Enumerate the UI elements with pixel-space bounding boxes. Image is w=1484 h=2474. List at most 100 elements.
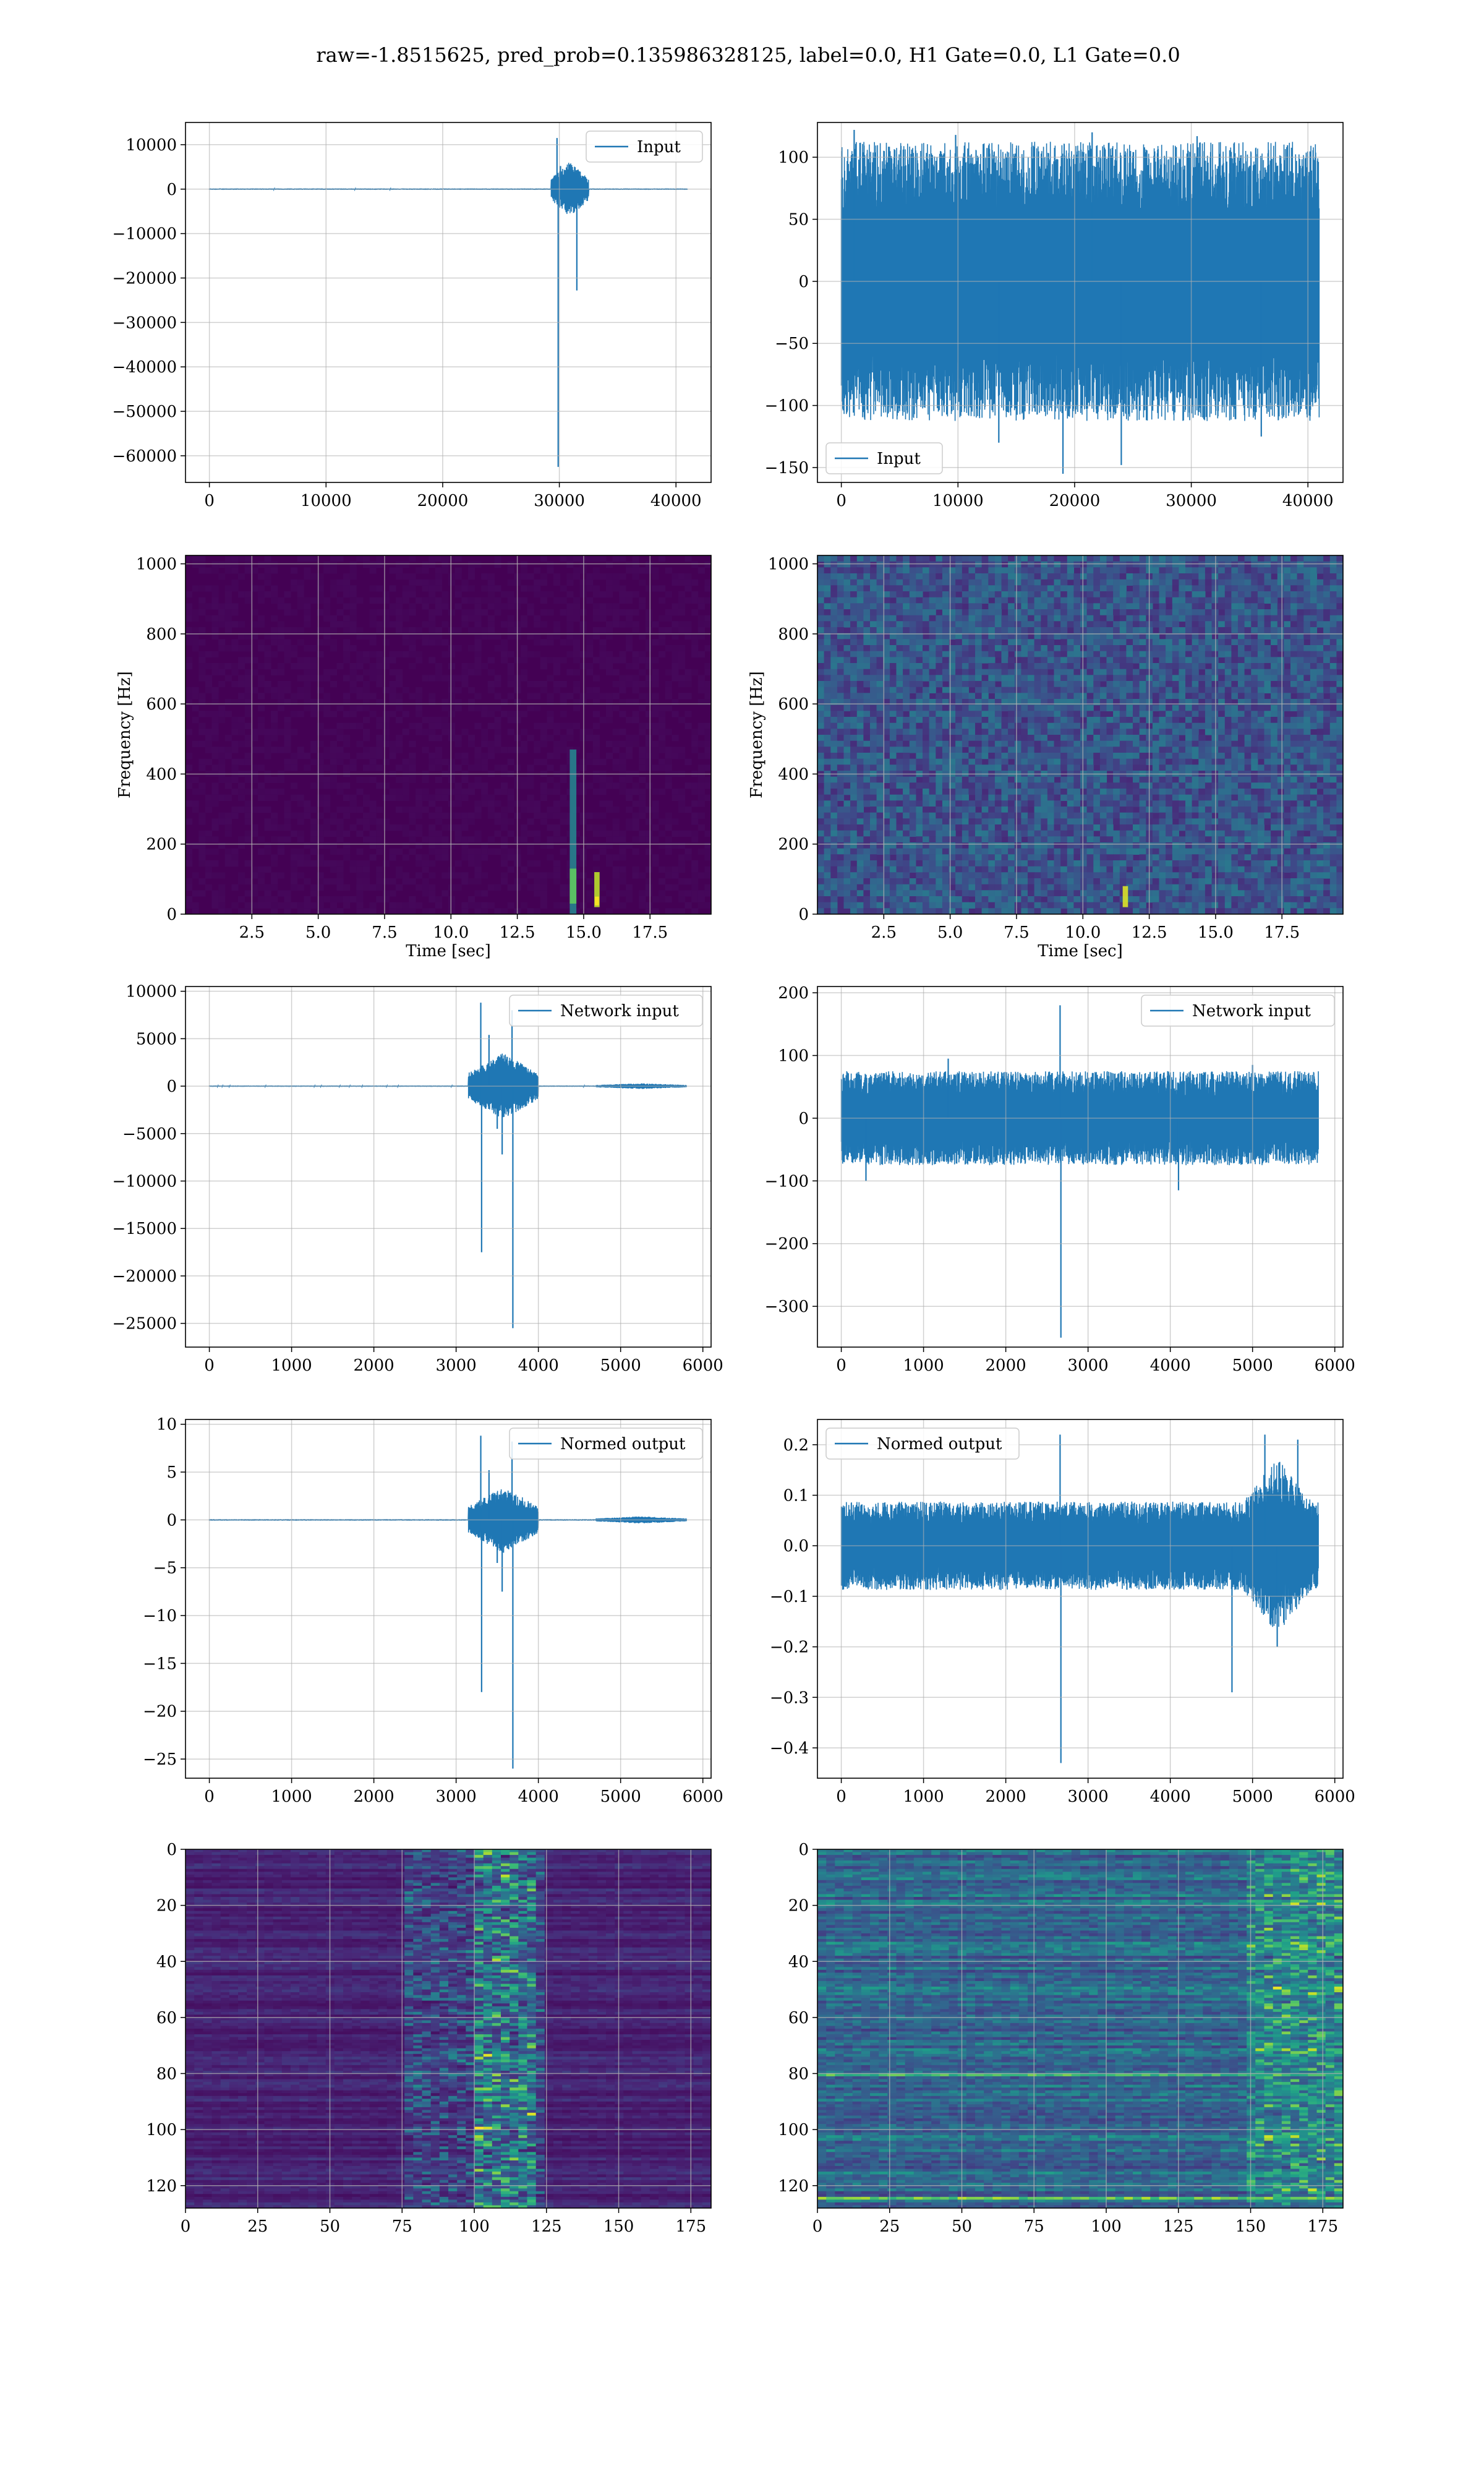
y-tick-label: 0.2	[783, 1436, 809, 1455]
y-tick-label: −0.4	[770, 1739, 809, 1758]
y-tick-label: −20	[143, 1703, 177, 1721]
x-tick-label: 1000	[903, 1356, 944, 1375]
x-tick-label: 100	[459, 2217, 490, 2236]
x-tick-label: 125	[1163, 2217, 1194, 2236]
y-tick-label: −0.2	[770, 1638, 809, 1657]
x-tick-label: 50	[952, 2217, 972, 2236]
y-tick-label: 20	[156, 1897, 177, 1915]
y-tick-label: 0	[798, 273, 809, 291]
y-tick-label: 0.0	[783, 1537, 809, 1556]
y-tick-label: −50	[775, 335, 809, 353]
legend-box	[509, 995, 703, 1027]
x-tick-label: 0	[836, 1356, 846, 1375]
y-tick-label: 100	[778, 2121, 809, 2139]
y-tick-label: 120	[778, 2177, 809, 2196]
plot-area	[186, 555, 711, 914]
y-tick-label: 0.1	[783, 1487, 809, 1505]
y-tick-label: −25000	[113, 1315, 177, 1333]
y-tick-label: −0.1	[770, 1588, 809, 1606]
plot-area	[817, 1419, 1343, 1778]
axes-frame	[185, 986, 712, 1348]
y-tick-label: 0	[798, 905, 809, 924]
spectrogram-feature	[569, 868, 577, 904]
y-tick-label: −150	[765, 459, 809, 477]
y-tick-label: 100	[778, 1047, 809, 1066]
x-tick-label: 30000	[1166, 492, 1217, 510]
spectrogram-feature	[569, 749, 577, 914]
x-tick-label: 125	[531, 2217, 562, 2236]
x-tick-label: 175	[1307, 2217, 1338, 2236]
y-tick-label: 50	[788, 211, 809, 229]
legend-label: Normed output	[877, 1435, 1002, 1453]
subplot-p31: 0 1000 2000 3000 4000 5000 6000 0.2 0.1 0.0 −0.1 −0…	[770, 1419, 1355, 1806]
subplot-p41: 0 25 50 75 100 125 150 175 0 20 40 60 80 100 120	[778, 1841, 1344, 2236]
subplot-p30: 0 1000 2000 3000 4000 5000 6000 10 5 0 −5 −10 −15 −20…	[143, 1416, 723, 1806]
axes-frame	[185, 122, 712, 483]
y-tick-label: −200	[765, 1235, 809, 1254]
y-tick-label: −10000	[113, 225, 177, 244]
x-tick-label: 5000	[600, 1787, 641, 1806]
x-tick-label: 150	[603, 2217, 634, 2236]
y-tick-label: 60	[788, 2009, 809, 2027]
y-tick-label: −100	[765, 1172, 809, 1191]
x-tick-label: 7.5	[1004, 923, 1029, 942]
x-tick-label: 0	[204, 492, 215, 510]
x-tick-label: 150	[1235, 2217, 1266, 2236]
legend-label: Input	[637, 138, 681, 156]
x-tick-label: 3000	[436, 1787, 477, 1806]
y-tick-label: 10000	[126, 983, 177, 1001]
x-tick-label: 10000	[932, 492, 984, 510]
x-tick-label: 12.5	[500, 923, 535, 942]
x-tick-label: 2000	[986, 1787, 1026, 1806]
y-tick-label: 1000	[768, 555, 809, 574]
x-tick-label: 7.5	[372, 923, 397, 942]
y-tick-label: −5	[153, 1559, 177, 1578]
x-axis-label: Time [sec]	[406, 942, 491, 961]
y-tick-label: −15	[143, 1654, 177, 1673]
plot-area	[817, 1849, 1343, 2208]
x-tick-label: 6000	[683, 1787, 723, 1806]
axes-frame	[817, 122, 1344, 483]
x-tick-label: 0	[181, 2217, 191, 2236]
legend: Normed output	[825, 1427, 1020, 1460]
axes-frame	[817, 986, 1344, 1348]
x-tick-label: 15.0	[1198, 923, 1234, 942]
y-tick-label: 0	[166, 1077, 177, 1096]
y-tick-label: −60000	[113, 447, 177, 466]
legend: Network input	[1141, 995, 1335, 1027]
x-tick-label: 0	[836, 492, 846, 510]
legend-box	[586, 131, 703, 163]
x-tick-label: 3000	[436, 1356, 477, 1375]
y-tick-label: 20	[788, 1897, 809, 1915]
y-tick-label: 600	[146, 695, 177, 714]
y-tick-label: 800	[146, 625, 177, 644]
subplot-p40: 0 25 50 75 100 125 150 175 0 20 40 60 80 100 120	[146, 1841, 712, 2236]
plot-area	[817, 987, 1343, 1347]
y-tick-label: 0	[166, 1511, 177, 1530]
legend-box	[1141, 995, 1335, 1027]
y-tick-label: −50000	[113, 403, 177, 421]
y-axis-label: Frequency [Hz]	[748, 671, 766, 798]
x-tick-label: 20000	[1049, 492, 1101, 510]
plot-area	[186, 1849, 711, 2208]
plot-area	[817, 555, 1343, 914]
spectrogram-feature	[1122, 886, 1128, 907]
subplot-p11: 2.5 5.0 7.5 10.0 12.5 15.0 17.5 0 200 400 600 800 10…	[748, 555, 1344, 961]
plot-area	[186, 987, 711, 1347]
y-tick-label: 10	[156, 1416, 177, 1434]
x-tick-label: 12.5	[1132, 923, 1167, 942]
axes-frame	[185, 1849, 712, 2209]
x-tick-label: 0	[836, 1787, 846, 1806]
x-tick-label: 2000	[354, 1787, 394, 1806]
axes-frame	[185, 555, 712, 915]
legend-box	[825, 1427, 1020, 1460]
y-tick-label: 100	[146, 2121, 177, 2139]
x-tick-label: 4000	[1150, 1356, 1191, 1375]
y-tick-label: −100	[765, 397, 809, 416]
y-tick-label: 400	[778, 765, 809, 784]
y-tick-label: 200	[778, 984, 809, 1003]
spectrogram-feature	[595, 896, 599, 905]
legend-label: Network input	[1192, 1002, 1311, 1021]
y-tick-label: 400	[146, 765, 177, 784]
